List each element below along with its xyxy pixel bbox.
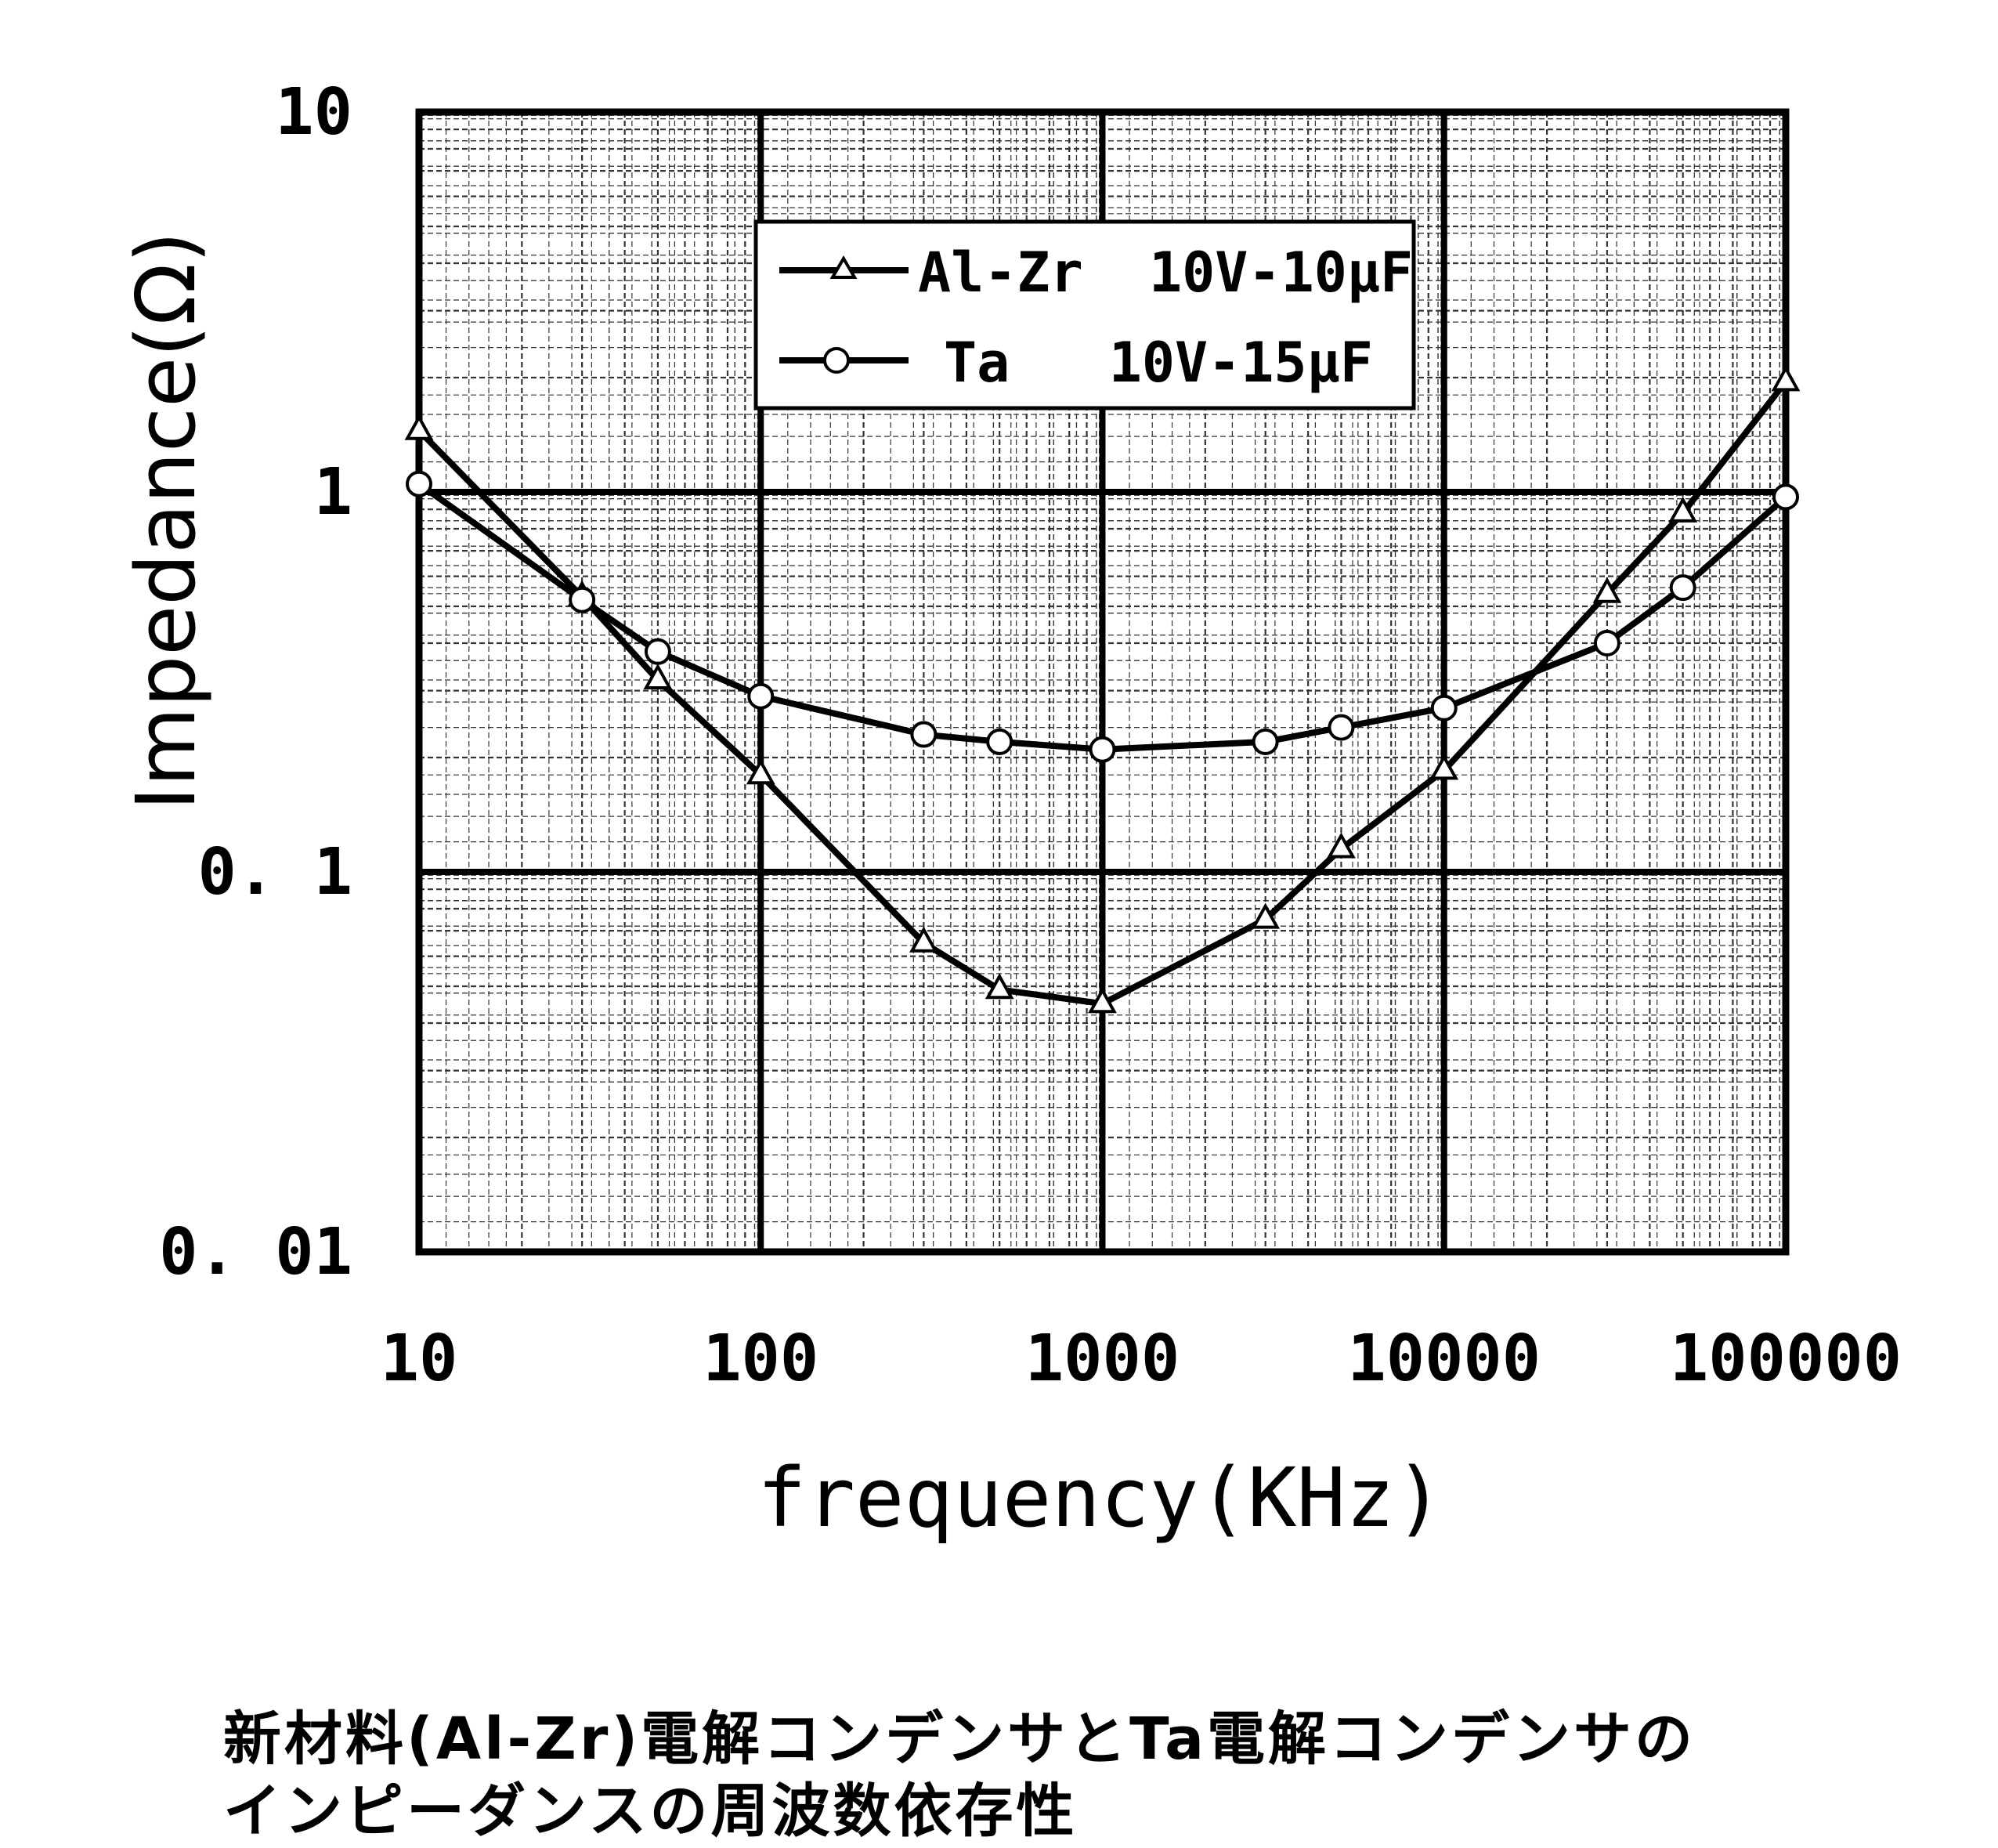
data-point-ta <box>1669 574 1696 602</box>
x-tick-label: 1000 <box>1025 1322 1180 1396</box>
legend-triangle-icon <box>829 255 858 279</box>
x-axis-label: frequency(KHz) <box>757 1450 1444 1546</box>
x-tick-label: 10000 <box>1347 1322 1541 1396</box>
data-point-alzr <box>746 758 775 785</box>
data-point-ta <box>747 682 775 710</box>
data-point-alzr <box>1592 577 1622 603</box>
legend: Al-Zr 10V-10μF Ta 10V-15μF <box>753 219 1416 410</box>
legend-label-ta: Ta 10V-15μF <box>944 331 1373 395</box>
data-point-alzr <box>643 663 673 690</box>
data-point-ta <box>1593 630 1620 657</box>
data-point-alzr <box>404 414 434 440</box>
caption-line-2: インピーダンスの周波数依存性 <box>223 1777 1078 1845</box>
y-axis-label: Impedance(Ω) <box>118 231 214 810</box>
y-tick-label: 0. 01 <box>159 1215 352 1289</box>
data-point-ta <box>986 728 1013 755</box>
data-point-ta <box>1252 728 1279 755</box>
legend-box <box>753 219 1416 410</box>
data-point-ta <box>644 638 671 665</box>
data-point-alzr <box>909 926 938 953</box>
y-tick-label: 1 <box>314 455 352 530</box>
data-point-ta <box>910 721 938 748</box>
caption-line-1: 新材料(Al-Zr)電解コンデンサとTa電解コンデンサの <box>223 1705 1696 1773</box>
legend-circle-icon <box>823 347 850 374</box>
legend-label-alzr: Al-Zr 10V-10μF <box>918 240 1413 305</box>
data-point-alzr <box>1429 754 1459 780</box>
plot-frame <box>415 108 1790 1256</box>
data-point-ta <box>569 586 596 613</box>
data-point-alzr <box>1771 365 1801 392</box>
series-layer <box>404 365 1801 1014</box>
data-point-ta <box>1772 483 1799 511</box>
data-point-ta <box>1328 714 1355 741</box>
x-tick-label: 100 <box>703 1322 818 1396</box>
data-point-alzr <box>1251 902 1281 929</box>
data-point-ta <box>1430 694 1458 721</box>
data-point-ta <box>406 470 432 497</box>
data-point-alzr <box>1668 496 1698 523</box>
data-point-alzr <box>985 973 1014 1000</box>
y-tick-label: 0. 1 <box>198 835 352 910</box>
tick-layer: 10 100 1000 10000 100000 10 1 0. 1 0. 01 <box>159 75 1902 1396</box>
y-tick-label: 10 <box>275 75 352 150</box>
x-tick-label: 10 <box>381 1322 458 1396</box>
data-point-alzr <box>1088 987 1117 1014</box>
data-point-ta <box>1089 736 1116 763</box>
data-point-alzr <box>1327 832 1356 859</box>
x-tick-label: 100000 <box>1670 1322 1902 1396</box>
